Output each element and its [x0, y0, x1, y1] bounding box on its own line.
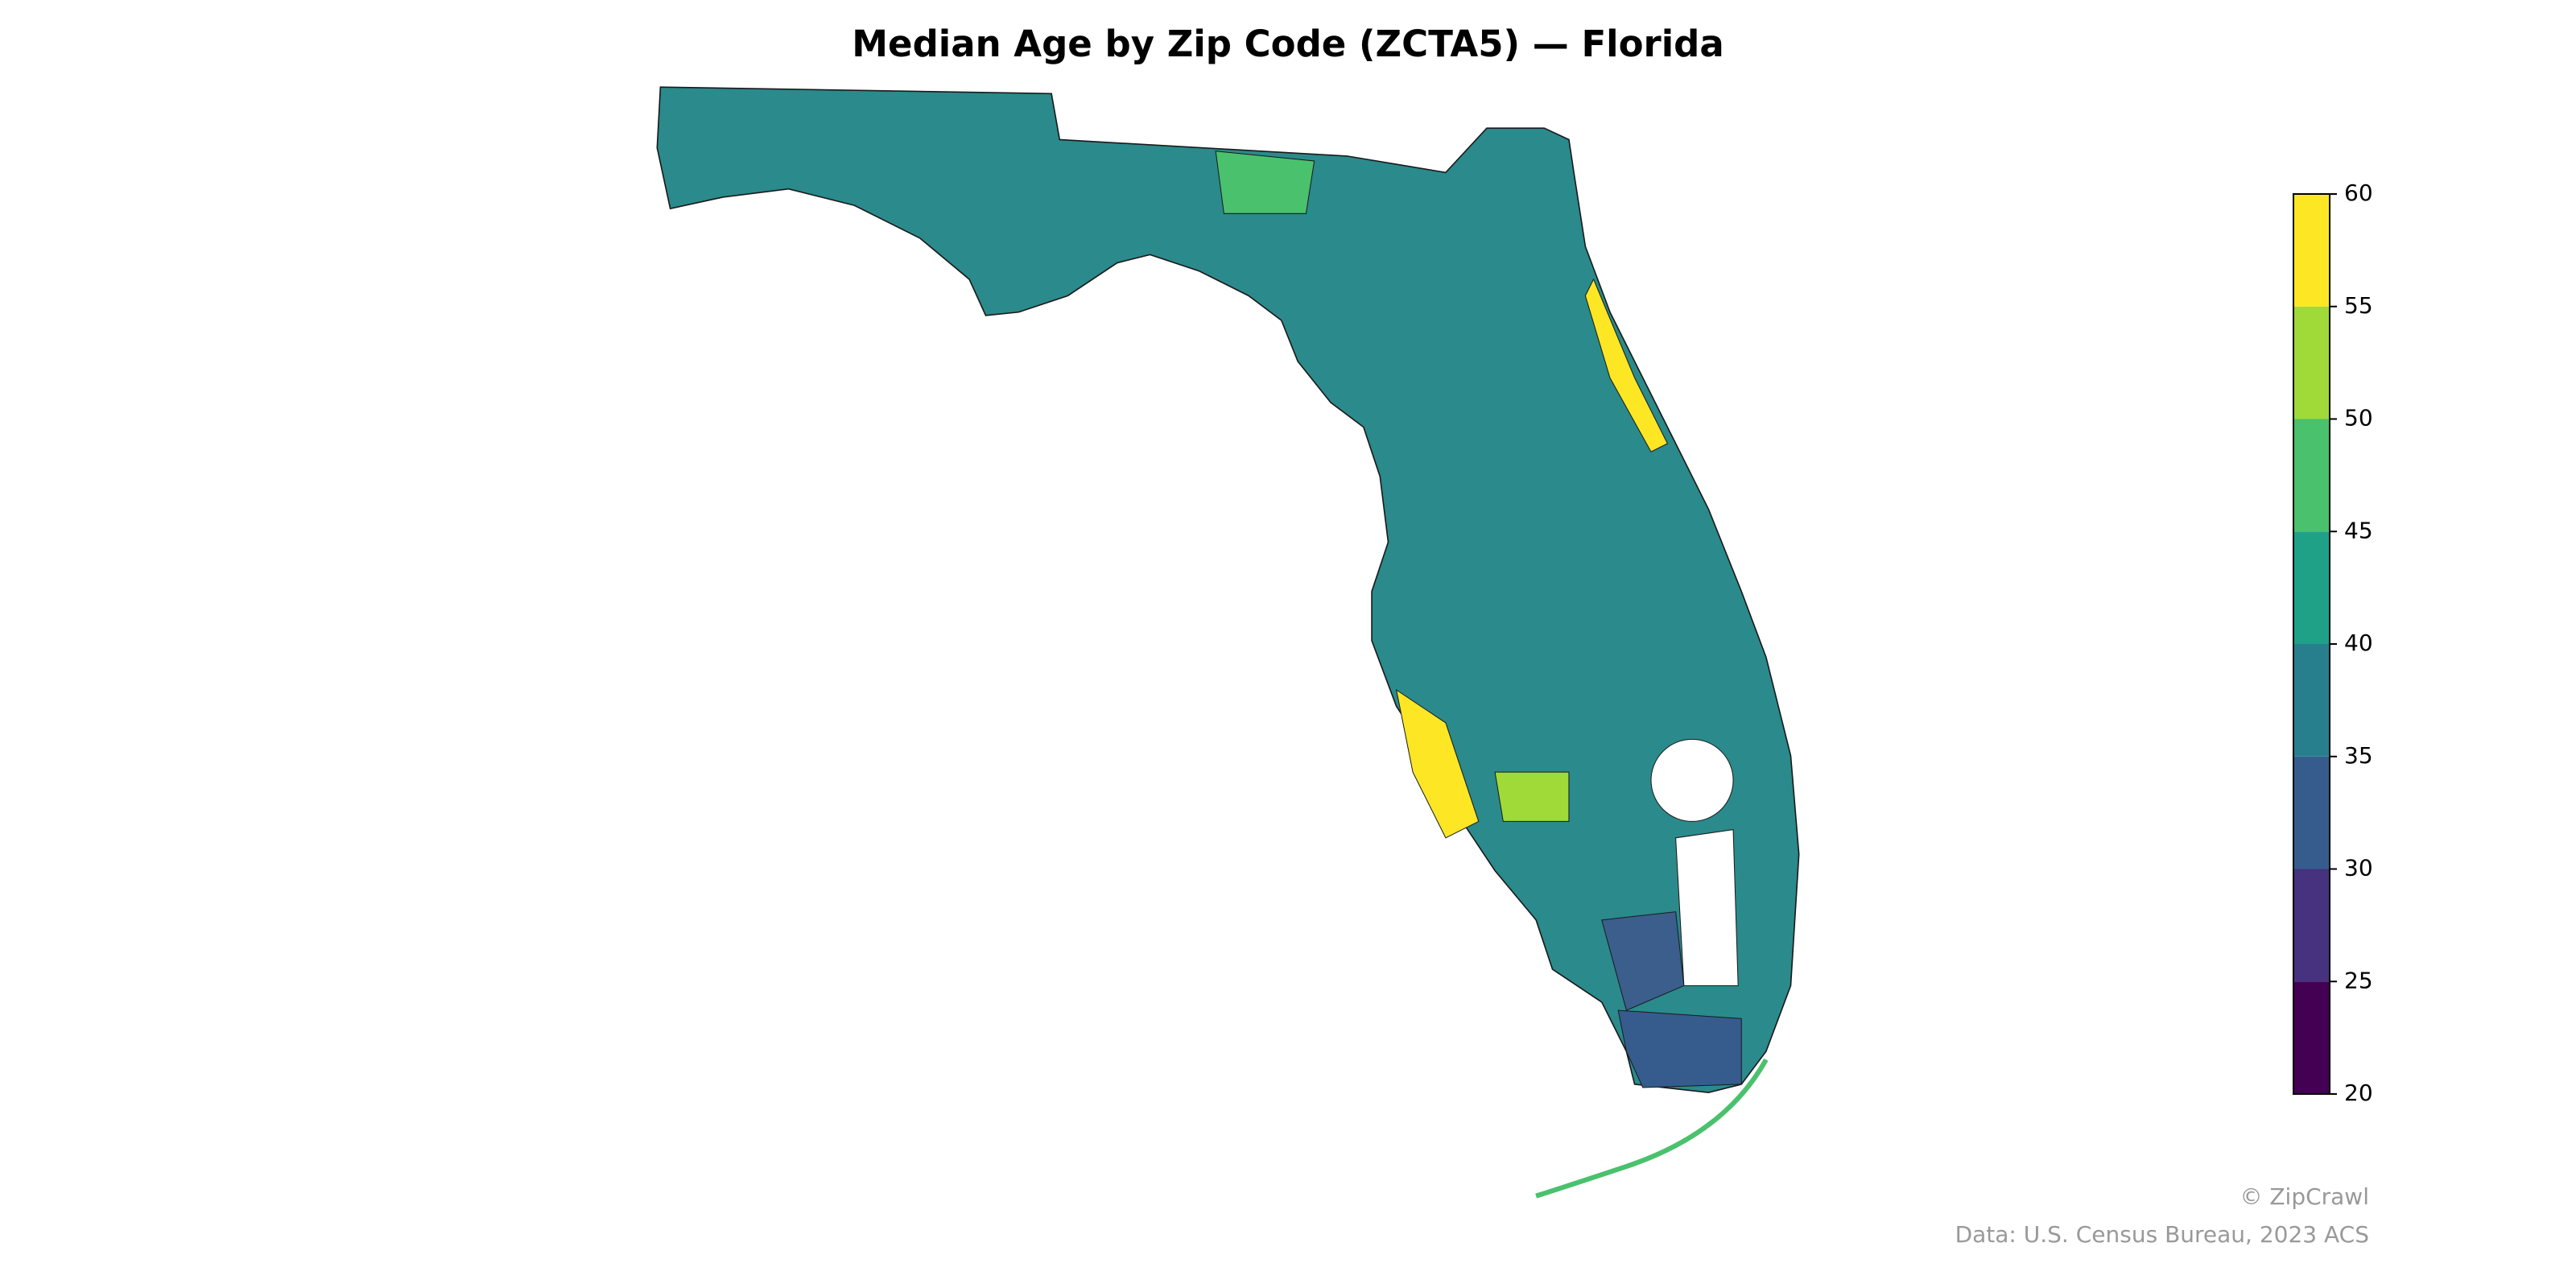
- colorbar-segment: [2293, 306, 2330, 419]
- tick-label: 30: [2344, 855, 2373, 881]
- colorbar-segment: [2293, 419, 2330, 532]
- tick-label: 20: [2344, 1080, 2373, 1106]
- credit: © ZipCrawl: [2240, 1183, 2369, 1210]
- region-accent: [1395, 689, 1480, 839]
- colorbar-segment: [2293, 531, 2330, 644]
- tick-label: 50: [2344, 405, 2373, 431]
- florida-keys: [1535, 1058, 1769, 1199]
- colorbar: 20 25 30 35 40 45 50 55 60: [2293, 180, 2373, 1106]
- colorbar-segment: [2293, 981, 2330, 1094]
- tick-label: 55: [2344, 292, 2373, 319]
- tick-label: 35: [2344, 742, 2373, 769]
- tick-label: 60: [2344, 180, 2373, 206]
- tick-label: 45: [2344, 517, 2373, 543]
- lake-okeechobee: [1650, 738, 1734, 822]
- state-outline: [656, 86, 1800, 1093]
- region-accent: [1617, 1009, 1742, 1088]
- colorbar-segment: [2293, 194, 2330, 307]
- tick-label: 25: [2344, 967, 2373, 993]
- map-title: Median Age by Zip Code (ZCTA5) — Florida: [852, 23, 1724, 65]
- colorbar-segment: [2293, 644, 2330, 757]
- region-accent: [1494, 771, 1570, 822]
- region-accent: [1215, 151, 1315, 214]
- tick-label: 40: [2344, 630, 2373, 656]
- region-accent: [1584, 278, 1669, 452]
- florida-map: [656, 86, 1800, 1199]
- colorbar-segment: [2293, 869, 2330, 982]
- water-area: [1675, 829, 1739, 986]
- source-note: Data: U.S. Census Bureau, 2023 ACS: [1955, 1221, 2369, 1248]
- colorbar-segment: [2293, 756, 2330, 869]
